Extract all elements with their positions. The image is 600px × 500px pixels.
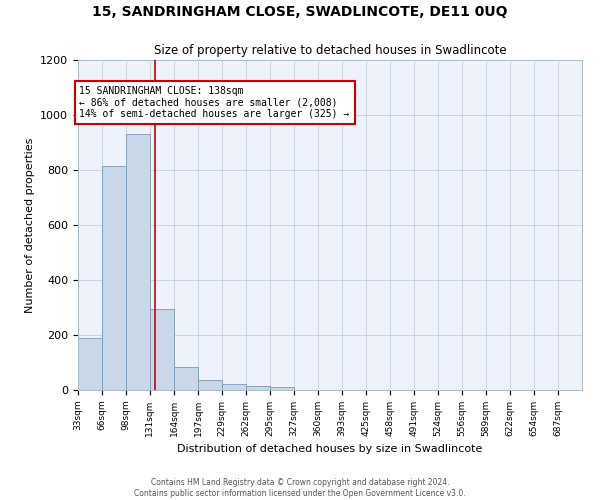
Y-axis label: Number of detached properties: Number of detached properties: [25, 138, 35, 312]
Bar: [174, 366, 199, 390]
Bar: [246, 386, 270, 390]
Text: 15, SANDRINGHAM CLOSE, SWADLINCOTE, DE11 0UQ: 15, SANDRINGHAM CLOSE, SWADLINCOTE, DE11…: [92, 5, 508, 19]
Bar: [150, 309, 174, 390]
Title: Size of property relative to detached houses in Swadlincote: Size of property relative to detached ho…: [154, 44, 506, 58]
Bar: [102, 166, 125, 390]
X-axis label: Distribution of detached houses by size in Swadlincote: Distribution of detached houses by size …: [178, 444, 482, 454]
Text: 15 SANDRINGHAM CLOSE: 138sqm
← 86% of detached houses are smaller (2,008)
14% of: 15 SANDRINGHAM CLOSE: 138sqm ← 86% of de…: [79, 86, 350, 120]
Bar: [270, 387, 293, 390]
Text: Contains HM Land Registry data © Crown copyright and database right 2024.
Contai: Contains HM Land Registry data © Crown c…: [134, 478, 466, 498]
Bar: [199, 380, 222, 390]
Bar: [222, 384, 246, 390]
Bar: [125, 134, 150, 390]
Bar: [78, 338, 102, 390]
